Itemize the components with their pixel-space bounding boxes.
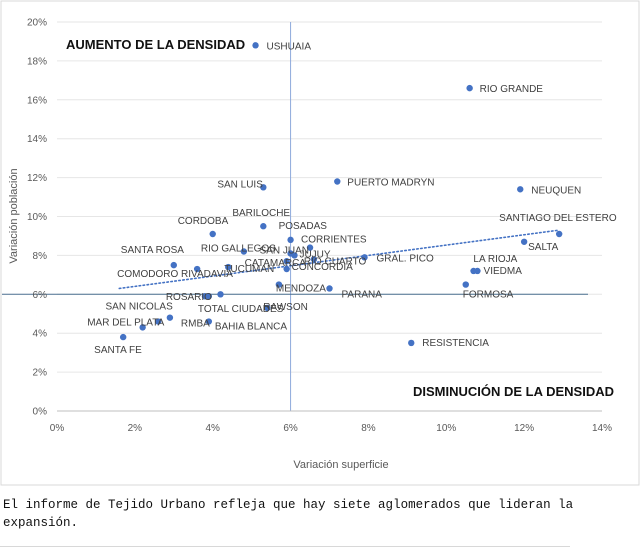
x-tick-label: 6% <box>283 423 298 434</box>
data-point-label: CORRIENTES <box>301 235 367 246</box>
data-point-label: SALTA <box>528 242 559 253</box>
y-tick-label: 16% <box>27 95 47 106</box>
data-point <box>260 223 267 230</box>
y-tick-label: 10% <box>27 212 47 223</box>
data-point-label: SAN LUIS <box>217 179 263 190</box>
data-point-label: RIO GRANDE <box>480 84 544 95</box>
data-point-label: CONCORDIA <box>292 262 353 273</box>
data-point-label: RMBA <box>181 319 210 330</box>
x-tick-label: 10% <box>436 423 456 434</box>
data-point-label: BARILOCHE <box>232 208 290 219</box>
data-point-label: PARANA <box>342 289 383 300</box>
y-tick-label: 18% <box>27 56 47 67</box>
caption-divider <box>0 546 570 547</box>
data-point <box>260 184 267 191</box>
data-point-label: ROSARIO <box>166 292 212 303</box>
chart-svg: 0% 2% 4% 6% 8% 10% 12% 14% 16% 18% 20% 0% 2% 4% 6% 8% 10… <box>0 0 640 486</box>
data-point <box>408 339 415 347</box>
data-point <box>166 314 174 321</box>
data-point-label: COMODORO RIVADAVIA <box>117 269 233 280</box>
data-point-label: NEUQUEN <box>531 185 581 196</box>
data-point-label: BAHIA BLANCA <box>215 322 288 333</box>
data-point-label: LA RIOJA <box>473 254 517 265</box>
y-tick-label: 2% <box>33 368 48 379</box>
chart-frame <box>0 0 640 486</box>
data-point <box>555 230 563 238</box>
data-point <box>264 304 271 312</box>
data-point-label: CATAMARCA <box>245 258 307 269</box>
data-point <box>193 265 201 273</box>
data-point-label: TOTAL CIUDADES <box>198 304 284 315</box>
data-point <box>470 267 477 275</box>
x-tick-label: 4% <box>205 423 220 434</box>
data-point <box>155 318 162 325</box>
data-point <box>240 248 248 255</box>
x-tick-label: 14% <box>592 423 612 434</box>
data-point <box>139 324 146 331</box>
data-point-label: PUERTO MADRYN <box>347 177 434 188</box>
data-point <box>170 261 177 269</box>
data-point-label: SANTA FE <box>94 345 142 356</box>
data-point-label: RIO CUARTO <box>304 256 367 267</box>
data-point-label: TUCUMAN <box>224 264 274 275</box>
data-point <box>291 252 298 259</box>
data-point-label: FORMOSA <box>463 290 514 301</box>
data-point-label: RIO GALLEGOS <box>201 244 276 255</box>
data-point-label: RESISTENCIA <box>422 338 489 349</box>
data-point <box>520 238 528 245</box>
x-tick-label: 0% <box>50 423 65 434</box>
data-point-label: MENDOZA <box>276 284 326 295</box>
data-point-label: GRAL. PICO <box>377 253 434 264</box>
y-tick-label: 12% <box>27 173 47 184</box>
y-tick-label: 8% <box>33 251 48 262</box>
caption-text: El informe de Tejido Urbano refleja que … <box>3 498 574 530</box>
data-point <box>209 230 216 238</box>
data-point-label: SANTIAGO DEL ESTERO <box>499 213 617 224</box>
data-point <box>310 256 318 263</box>
annotation-decrease-density: DISMINUCIÓN DE LA DENSIDAD <box>413 384 614 399</box>
data-point <box>334 178 341 185</box>
data-point-label: VIEDMA <box>484 266 523 277</box>
y-tick-label: 0% <box>33 407 48 418</box>
data-point <box>306 244 314 251</box>
data-point <box>466 84 473 92</box>
y-axis-title: Variación población <box>8 168 20 263</box>
scatter-chart: 0% 2% 4% 6% 8% 10% 12% 14% 16% 18% 20% 0% 2% 4% 6% 8% 10… <box>0 0 640 486</box>
data-point <box>326 285 333 292</box>
data-point <box>361 254 368 261</box>
data-point-label: CORDOBA <box>178 216 229 227</box>
data-point <box>205 318 213 325</box>
x-axis-title: Variación superficie <box>293 459 388 471</box>
y-tick-label: 4% <box>33 329 48 340</box>
y-tick-label: 6% <box>33 290 48 301</box>
data-point <box>252 42 259 49</box>
data-point <box>119 333 127 341</box>
data-point-label: SAN NICOLAS <box>106 301 174 312</box>
annotation-increase-density: AUMENTO DE LA DENSIDAD <box>66 37 245 52</box>
data-point-label: USHUAIA <box>267 41 312 52</box>
data-point-label: RAWSON <box>263 302 308 313</box>
data-point-label: JUJUY <box>299 249 330 260</box>
data-point <box>287 236 294 244</box>
data-point <box>283 258 290 265</box>
data-point <box>283 265 290 273</box>
data-point <box>275 281 283 288</box>
data-point-label: POSADAS <box>279 221 328 232</box>
y-tick-label: 14% <box>27 134 47 145</box>
trendline <box>118 229 560 290</box>
x-tick-label: 8% <box>361 423 376 434</box>
data-point-label: SAN JUAN <box>260 245 309 256</box>
x-tick-label: 2% <box>128 423 143 434</box>
data-point <box>225 263 232 271</box>
data-point-label: MAR DEL PLATA <box>87 318 164 329</box>
data-point <box>217 291 224 298</box>
y-tick-label: 20% <box>27 18 47 29</box>
data-point <box>517 186 524 193</box>
data-point <box>201 293 209 300</box>
data-point-label: SANTA ROSA <box>121 245 184 256</box>
data-point <box>462 281 469 288</box>
x-tick-label: 12% <box>514 423 534 434</box>
